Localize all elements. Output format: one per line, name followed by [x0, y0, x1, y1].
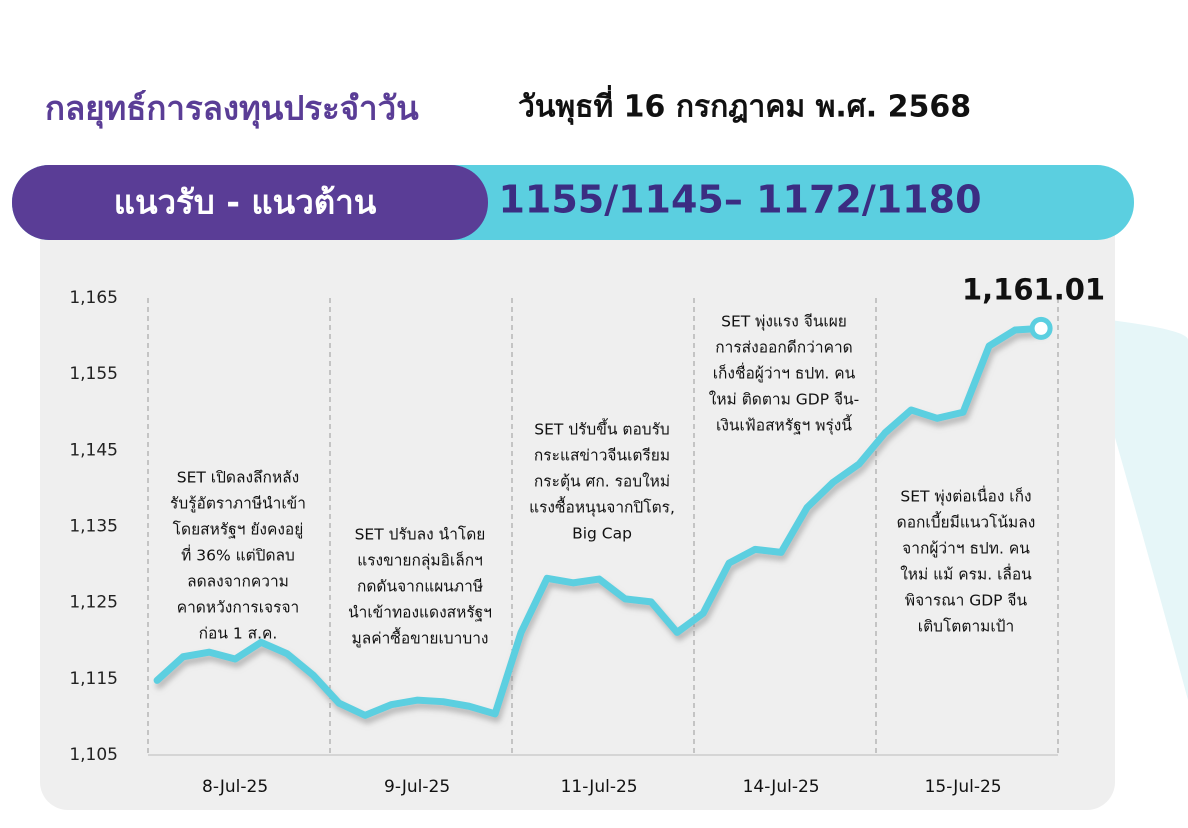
annotation: ใหม่ ติดตาม GDP จีน- [709, 391, 859, 409]
annotation: เงินเฟ้อสหรัฐฯ พรุ่งนี้ [716, 414, 852, 436]
y-tick-label: 1,115 [69, 669, 118, 689]
value-label: 1,161.01 [962, 272, 1105, 306]
y-tick-label: 1,135 [69, 517, 118, 537]
y-tick-label: 1,145 [69, 440, 118, 460]
banner-label: แนวรับ - แนวต้าน [114, 183, 377, 222]
y-tick-label: 1,165 [69, 288, 118, 308]
banner-left [12, 165, 488, 240]
decor [1110, 320, 1188, 700]
chart-panel [40, 205, 1115, 810]
y-tick-label: 1,125 [69, 593, 118, 613]
annotation: นำเข้าทองแดงสหรัฐฯ [348, 604, 492, 622]
annotation: Big Cap [572, 525, 632, 543]
x-tick-label: 9-Jul-25 [384, 777, 450, 797]
x-tick-label: 15-Jul-25 [925, 777, 1002, 797]
date: วันพุธที่ 16 กรกฎาคม พ.ศ. 2568 [518, 85, 971, 126]
annotation: ใหม่ แม้ ครม. เลื่อน [900, 564, 1032, 584]
end-point [1029, 316, 1053, 340]
annotation: มูลค่าซื้อขายเบาบาง [352, 627, 489, 649]
annotation: การส่งออกดีกว่าคาด [715, 339, 852, 357]
annotation: ที่ 36% แต่ปิดลบ [181, 545, 295, 565]
annotation: คาดหวังการเจรจา [177, 599, 300, 617]
annotation: ดอกเบี้ยมีแนวโน้มลง [897, 511, 1036, 532]
annotation: SET ปรับลง นำโดย [355, 526, 486, 544]
annotation: ก่อน 1 ส.ค. [199, 625, 278, 643]
annotation: กดดันจากแผนภาษี [357, 578, 483, 596]
x-tick-label: 8-Jul-25 [202, 777, 268, 797]
annotation: ลดลงจากความ [187, 573, 289, 591]
annotation: รับรู้อัตราภาษีนำเข้า [170, 495, 306, 514]
annotation: พิจารณา GDP จีน [905, 592, 1028, 610]
annotation: จากผู้ว่าฯ ธปท. คน [902, 540, 1030, 559]
banner-levels: 1155/1145– 1172/1180 [498, 178, 981, 222]
annotation: SET เปิดลงลึกหลัง [177, 469, 299, 487]
annotation: SET พุ่งแรง จีนเผย [721, 313, 847, 332]
annotation: เก็งชื่อผู้ว่าฯ ธปท. คน [713, 363, 856, 384]
line [153, 324, 1045, 719]
x-tick-label: 14-Jul-25 [743, 777, 820, 797]
annotation: SET พุ่งต่อเนื่อง เก็ง [900, 486, 1031, 507]
annotation: SET ปรับขึ้น ตอบรับ [534, 418, 670, 439]
annotation: เติบโตตามเป้า [918, 618, 1014, 636]
annotation: แรงขายกลุ่มอิเล็กฯ [357, 551, 483, 571]
y-tick-label: 1,105 [69, 745, 118, 765]
annotation: โดยสหรัฐฯ ยังคงอยู่ [173, 521, 304, 540]
annotation: แรงซื้อหนุนจากปิโตร, [529, 496, 675, 518]
annotation: กระตุ้น ศก. รอบใหม่ [534, 473, 670, 492]
annotation: กระแสข่าวจีนเตรียม [534, 447, 670, 465]
x-tick-label: 11-Jul-25 [561, 777, 638, 797]
title: กลยุทธ์การลงทุนประจำวัน [45, 89, 419, 130]
y-tick-label: 1,155 [69, 364, 118, 384]
